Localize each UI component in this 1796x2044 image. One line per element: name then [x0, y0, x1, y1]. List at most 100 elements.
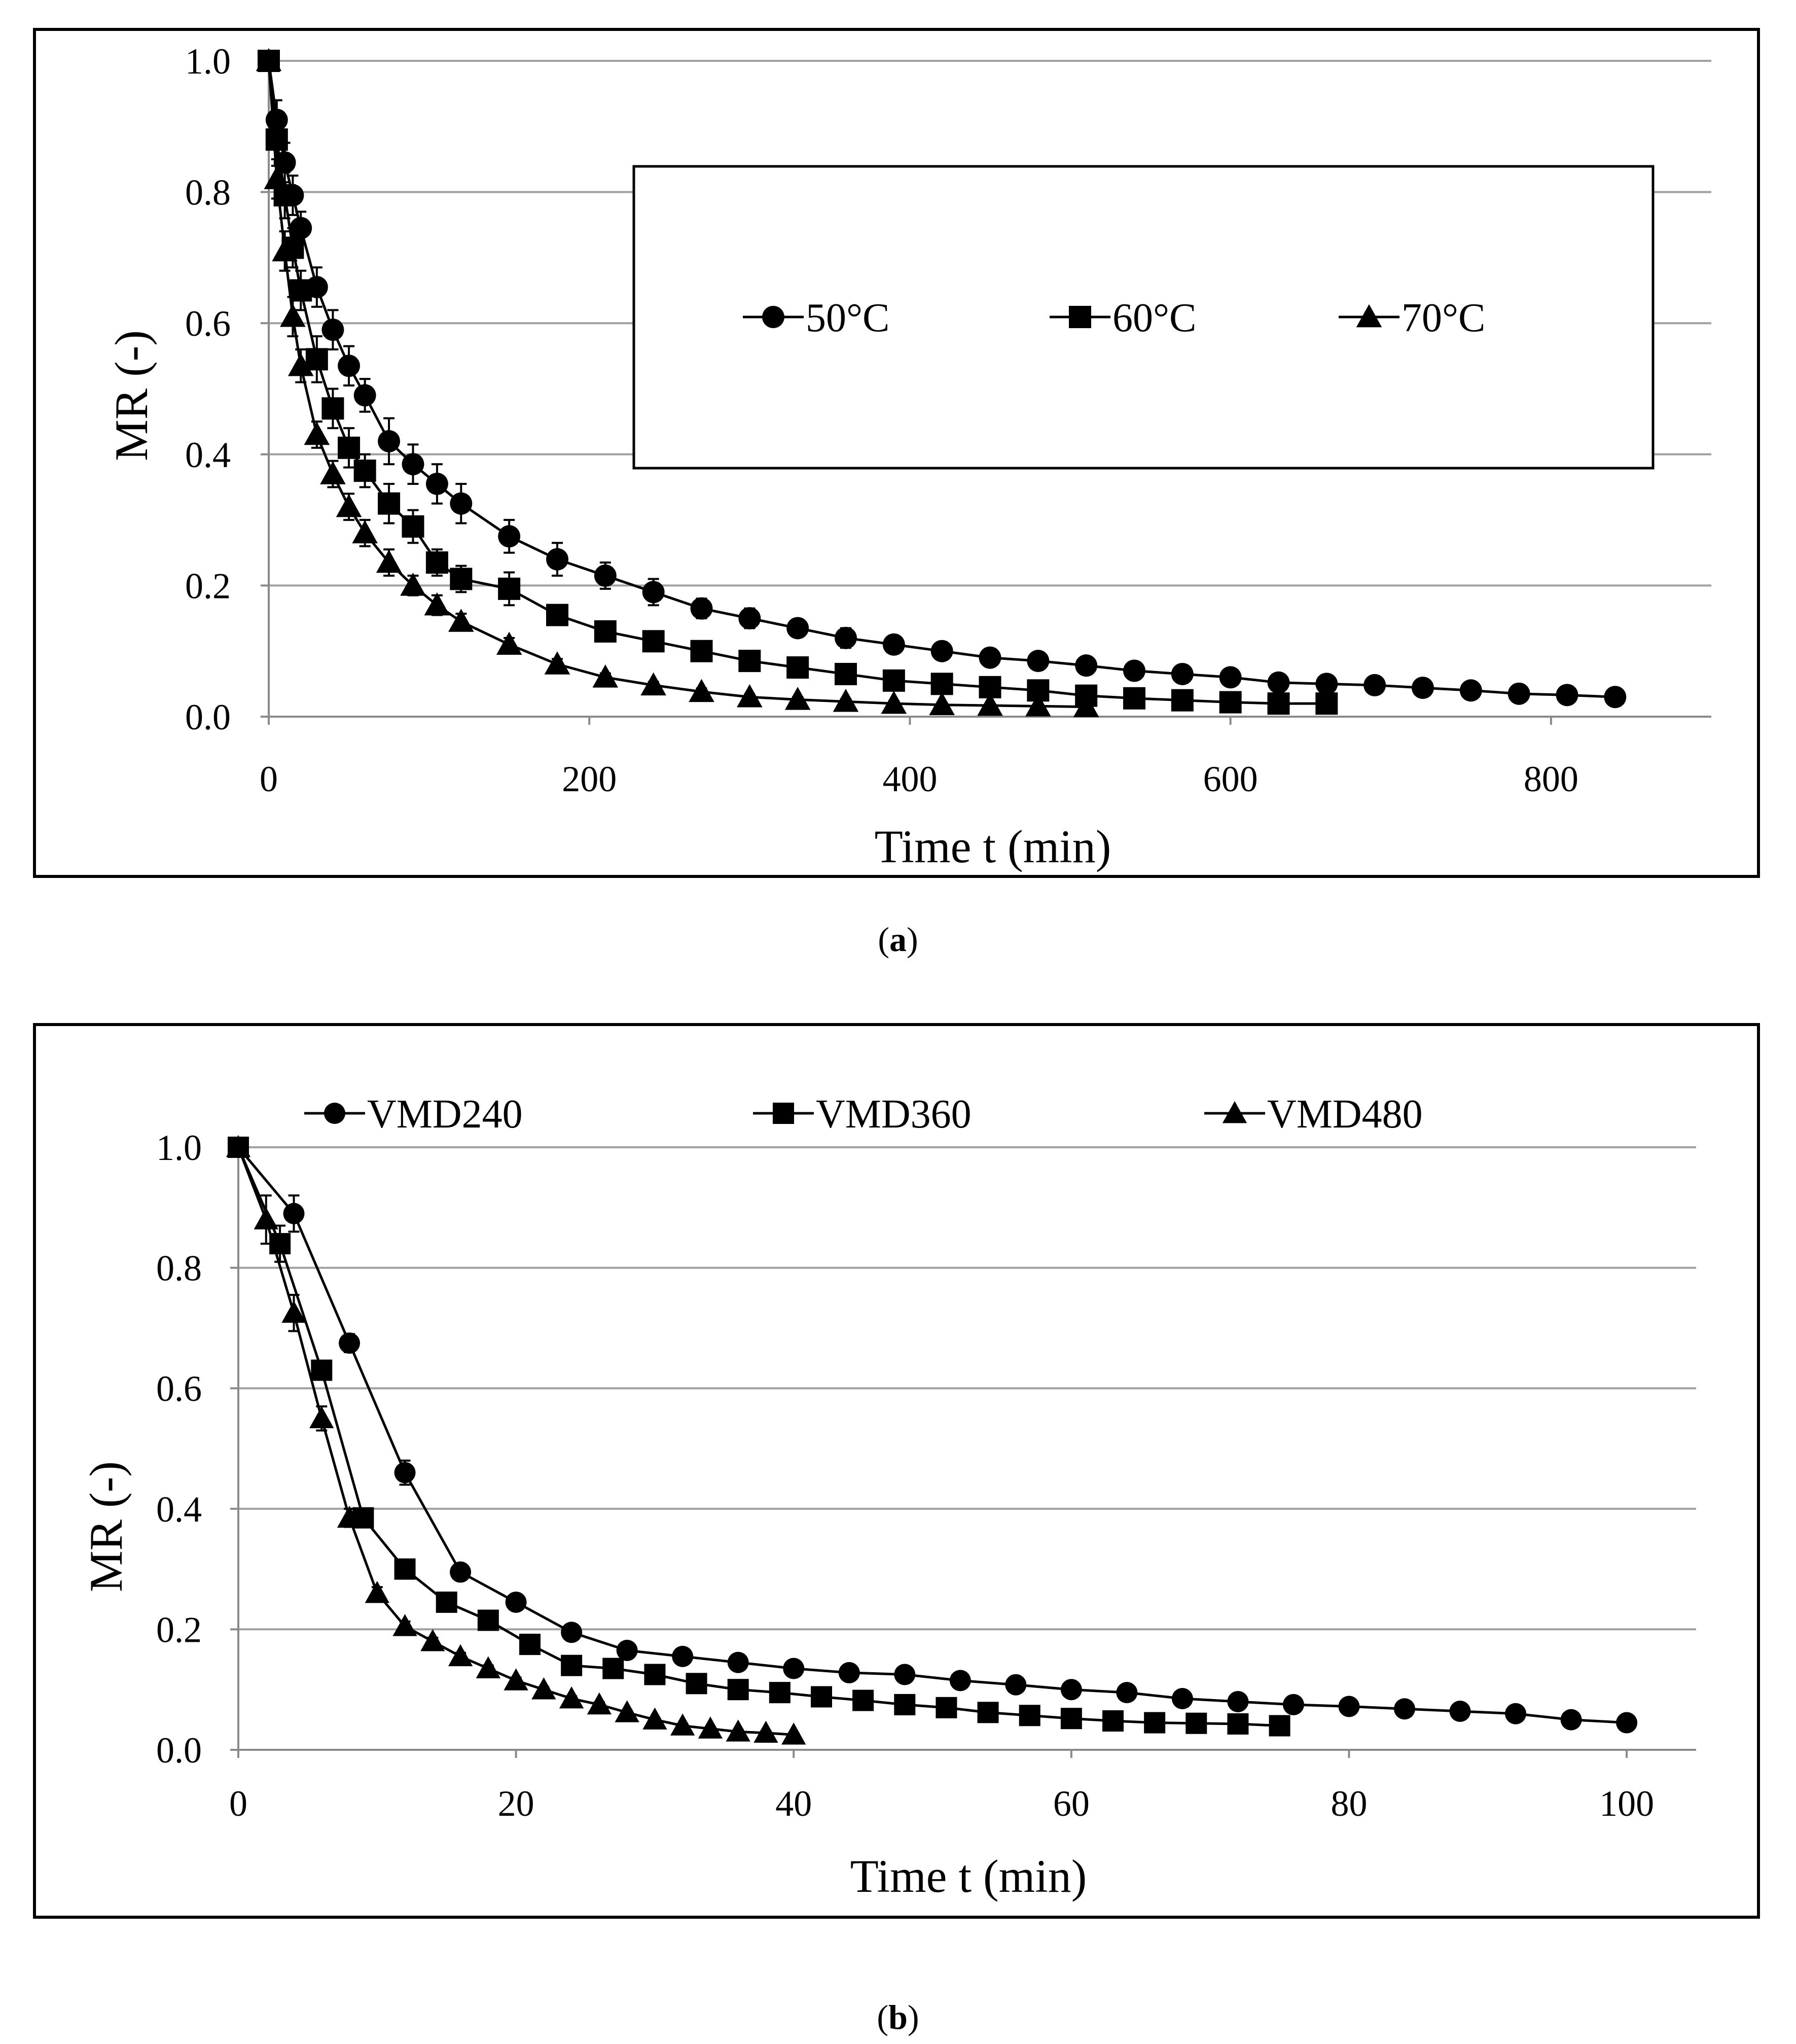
chart-a-series-70c-point-19 [784, 687, 811, 710]
chart-a-series-70c-point-22 [929, 692, 955, 715]
chart-b-legend-item-vmd480: VMD480 [1204, 1092, 1423, 1137]
chart-a-series-50c-point-8 [353, 384, 376, 407]
chart-b-series-vmd360-point-15 [852, 1689, 874, 1711]
chart-a-series-70c [256, 48, 1099, 717]
chart-b-series-vmd240-point-21 [1394, 1698, 1415, 1720]
chart-a-xtick-label-0: 0 [260, 759, 278, 799]
chart-a-series-60c-point-20 [835, 662, 857, 685]
chart-a-series-60c-point-14 [546, 604, 568, 626]
chart-a-ytick-label-0: 0.0 [185, 697, 231, 737]
chart-b-legend-item-vmd240: VMD240 [304, 1092, 523, 1137]
chart-a-series-70c-point-21 [881, 690, 907, 714]
chart-a-series-70c-point-7 [336, 494, 362, 517]
chart-a-series-60c-point-19 [786, 656, 809, 679]
chart-a-caption-letter: a [889, 920, 907, 959]
chart-b-series-vmd480-point-12 [559, 1686, 584, 1709]
chart-a-series-60c-point-8 [353, 460, 376, 482]
chart-b-series-vmd480-point-18 [726, 1719, 750, 1742]
chart-b-series-vmd480-point-20 [781, 1722, 806, 1745]
chart-b: 0.0 0.2 0.4 0.6 0.8 1.0 0 20 40 60 80 100 VMD240 VMD… [33, 1023, 1760, 2036]
chart-b-series-vmd480-point-2 [281, 1300, 306, 1323]
chart-a-series-70c-point-17 [689, 679, 714, 702]
chart-a-series-50c-point-22 [930, 640, 953, 662]
chart-a-series-60c-point-22 [930, 673, 953, 695]
chart-a-series-50c-point-10 [402, 453, 424, 476]
chart-b-xtick-label-5: 100 [1599, 1783, 1654, 1824]
chart-a-series-60c-point-11 [425, 551, 448, 574]
chart-a-series-70c-point-2 [272, 238, 298, 262]
chart-a-legend-item-50c: 50°C [743, 296, 889, 340]
chart-b-frame [33, 1023, 1760, 1919]
chart-b-series-vmd480-point-6 [392, 1614, 417, 1636]
chart-b-series-vmd360-point-18 [977, 1702, 999, 1723]
chart-a-series-60c-point-21 [882, 669, 905, 692]
chart-b-series-vmd480-point-15 [642, 1707, 667, 1730]
chart-a-series-70c-point-8 [352, 520, 378, 544]
chart-a-series-50c-point-19 [786, 617, 809, 640]
chart-b-series-vmd240-point-12 [894, 1664, 916, 1685]
chart-b-series-vmd480-point-3 [309, 1406, 334, 1428]
chart-a-series-50c-point-12 [450, 492, 473, 515]
chart-b-series-vmd480-point-8 [448, 1644, 473, 1667]
chart-b-series-vmd360-point-24 [1227, 1713, 1249, 1735]
chart-a-series-50c-point-11 [425, 472, 448, 495]
chart-a-series-60c-point-13 [498, 577, 521, 600]
chart-a-series-50c-point-18 [738, 607, 761, 630]
chart-a-series-50c-point-27 [1171, 662, 1194, 685]
chart-b-series-vmd360-point-17 [936, 1697, 957, 1718]
chart-b-series-vmd480-point-13 [587, 1692, 612, 1715]
chart-a-series-50c-point-30 [1315, 673, 1338, 695]
chart-a-series-50c-point-14 [546, 548, 568, 571]
chart-a-series-50c-point-16 [642, 581, 665, 604]
chart-b-series-vmd240-point-5 [505, 1591, 527, 1613]
chart-a-ytick-label-5: 1.0 [185, 41, 231, 82]
chart-a-series-70c-point-1 [264, 166, 290, 189]
chart-b-ytick-label-0: 0.0 [156, 1730, 202, 1771]
chart-b-legend-vmd360-marker [773, 1103, 794, 1124]
chart-a-legend-70c-marker [1356, 304, 1382, 328]
chart-b-xtick-label-4: 80 [1331, 1783, 1367, 1824]
chart-a-series-50c-point-34 [1507, 682, 1530, 705]
chart-a-series-50c-point-21 [882, 633, 905, 656]
chart-b-series-vmd480-point-5 [365, 1580, 389, 1603]
chart-b-series-vmd360-point-6 [477, 1609, 499, 1631]
chart-b-series-vmd240-point-8 [672, 1645, 694, 1667]
chart-b-series-vmd480 [226, 1135, 806, 1745]
chart-b-series-vmd360-point-20 [1060, 1708, 1082, 1730]
chart-b-caption: (b) [877, 1998, 919, 2036]
chart-a-series-60c-point-29 [1267, 692, 1290, 715]
chart-b-series-vmd480-point-16 [670, 1713, 695, 1736]
chart-a-series-70c-point-24 [1025, 693, 1051, 717]
chart-a-series-50c-point-15 [594, 565, 617, 587]
chart-b-series-vmd240-point-7 [616, 1639, 638, 1661]
chart-a-series-60c-point-12 [450, 568, 473, 590]
chart-a-series-60c-point-28 [1219, 691, 1242, 714]
chart-b-series-vmd240-point-22 [1449, 1700, 1471, 1722]
chart-a-legend-50c-marker [762, 306, 784, 328]
chart-a-series-70c-point-16 [640, 672, 666, 696]
chart-a-series-60c-point-18 [738, 650, 761, 673]
chart-a-series-70c-point-9 [376, 549, 402, 573]
chart-a-series-50c-point-32 [1412, 677, 1434, 699]
chart-b-series-vmd480-point-9 [476, 1656, 501, 1678]
chart-b-series-vmd360-point-23 [1186, 1712, 1207, 1734]
chart-a-series-70c-line [267, 60, 1087, 709]
chart-a-series-70c-point-10 [400, 573, 426, 596]
chart-a-xtick-label-2: 400 [882, 759, 937, 799]
chart-a-ytick-label-3: 0.6 [185, 303, 231, 344]
chart-b-series-vmd240-point-9 [727, 1651, 749, 1673]
chart-b-series-vmd240-point-24 [1560, 1709, 1582, 1731]
chart-a-series-70c-point-3 [280, 303, 306, 327]
chart-a-series-60c-point-9 [378, 492, 401, 515]
chart-a-series-70c-point-15 [592, 664, 619, 688]
chart-b-series-vmd240-point-20 [1338, 1696, 1360, 1717]
chart-a-series-50c-point-9 [378, 430, 401, 452]
chart-a-series-60c-point-7 [338, 436, 361, 459]
chart-b-series-vmd360-point-4 [394, 1558, 416, 1580]
chart-a-series-60c-point-26 [1123, 687, 1145, 710]
chart-b-series-vmd360-point-8 [561, 1654, 583, 1676]
chart-b-series-vmd360-point-7 [519, 1634, 541, 1655]
chart-a-series-50c-point-13 [498, 525, 521, 548]
chart-a-caption: (a) [878, 920, 918, 959]
chart-b-series-vmd480-point-17 [698, 1716, 723, 1739]
